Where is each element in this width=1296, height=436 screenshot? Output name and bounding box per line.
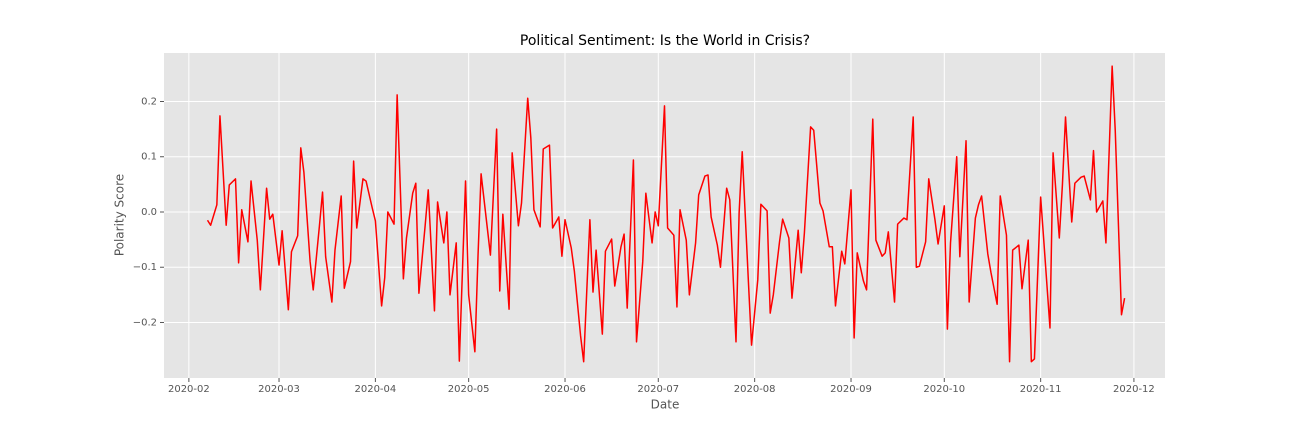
marks (206, 65, 1126, 363)
y-tick-label: 0.1 (141, 152, 157, 163)
labels: −0.2 −0.1 0.0 0.1 0.2 2020-02 2020-03 2020-04 20… (133, 97, 1155, 395)
x-tick-label: 2020-03 (258, 384, 300, 395)
y-tick-label: −0.1 (133, 262, 157, 273)
x-tick-label: 2020-11 (1020, 384, 1062, 395)
x-tick-label: 2020-02 (168, 384, 210, 395)
x-tick-label: 2020-05 (448, 384, 490, 395)
y-tick-label: 0.2 (141, 97, 157, 108)
y-axis-label: Polarity Score (113, 174, 127, 256)
x-tick-label: 2020-09 (830, 384, 872, 395)
x-tick-label: 2020-10 (923, 384, 965, 395)
x-tick-label: 2020-04 (354, 384, 396, 395)
x-tick-label: 2020-08 (734, 384, 776, 395)
x-tick-label: 2020-12 (1113, 384, 1155, 395)
x-tick-label: 2020-07 (637, 384, 679, 395)
data-line (206, 65, 1126, 363)
chart-title: Political Sentiment: Is the World in Cri… (520, 33, 810, 49)
y-tick-label: −0.2 (133, 317, 157, 328)
y-tick-label: 0.0 (141, 207, 157, 218)
x-tick-label: 2020-06 (544, 384, 586, 395)
x-axis-label: Date (651, 398, 680, 412)
